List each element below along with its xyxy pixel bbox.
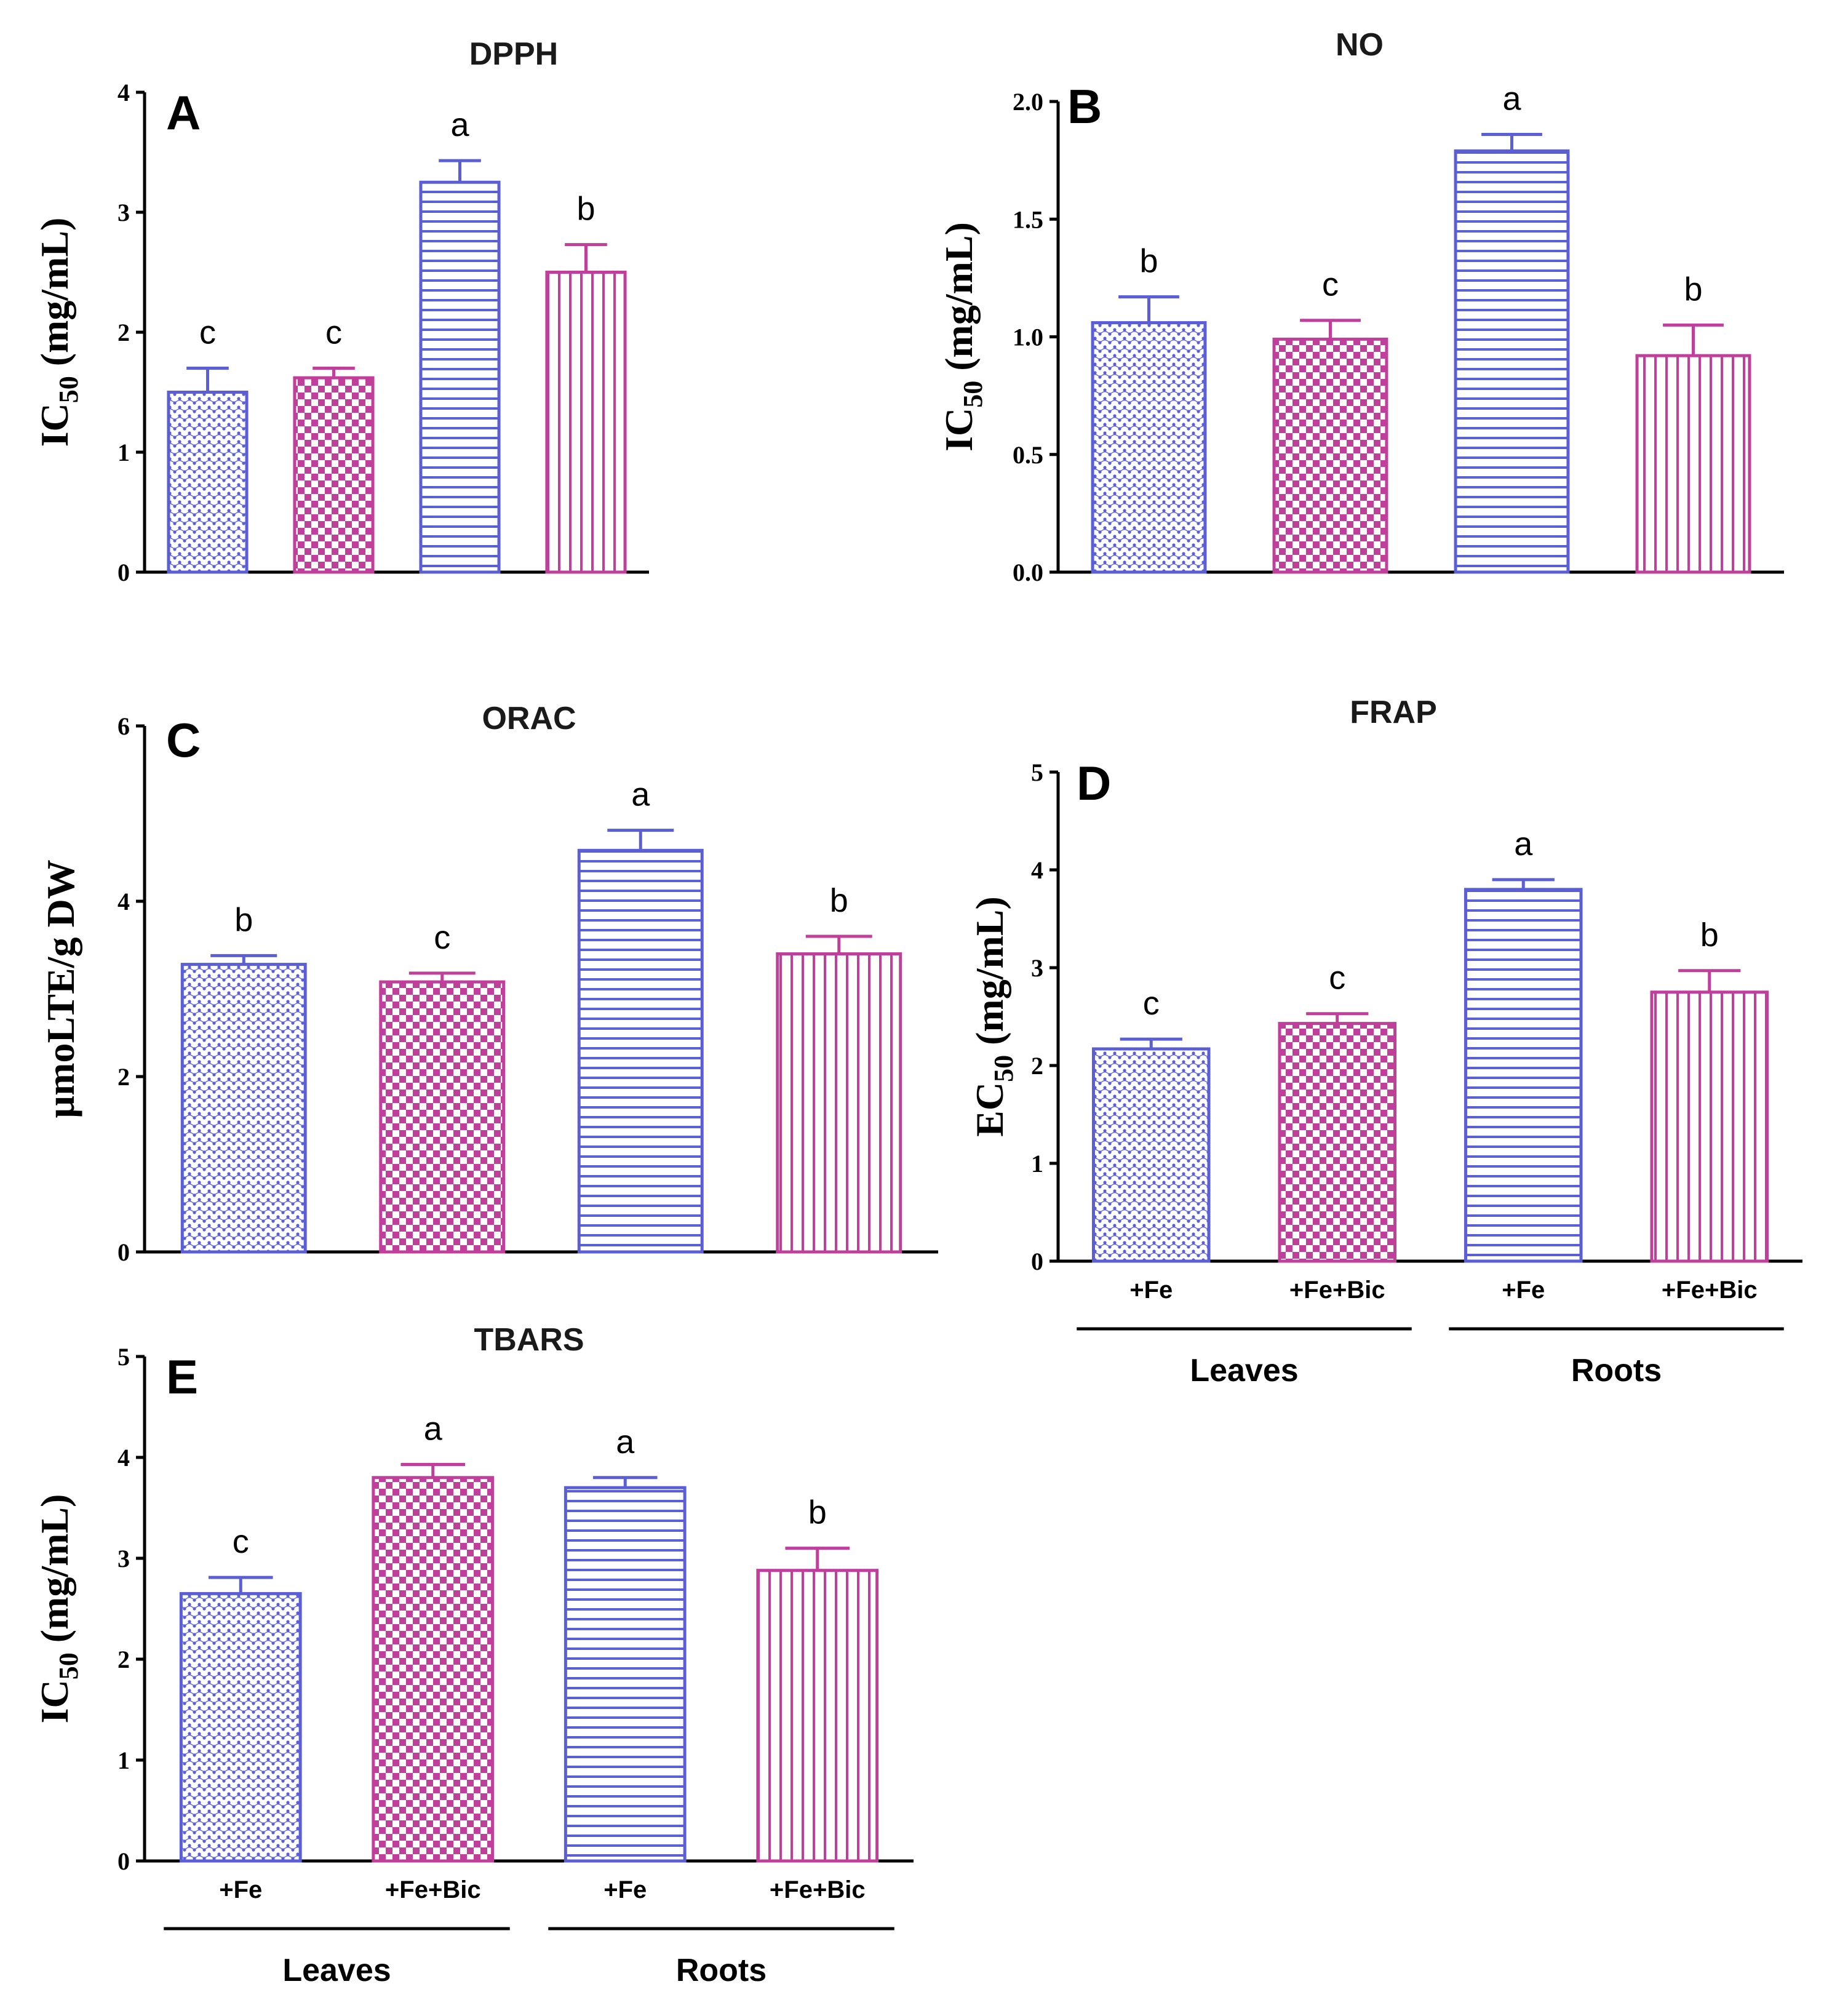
y-axis-label: IC50 (mg/mL)	[33, 1494, 84, 1724]
y-axis-label: IC50 (mg/mL)	[33, 218, 84, 447]
significance-label: b	[830, 882, 848, 919]
y-tick-label: 5	[117, 1343, 130, 1371]
bar-4	[756, 1569, 879, 1863]
significance-label: a	[616, 1424, 635, 1460]
significance-label: a	[1514, 826, 1533, 863]
chart-title: DPPH	[469, 36, 558, 72]
y-tick-label: 5	[1031, 759, 1043, 786]
y-tick-label: 2	[117, 319, 130, 346]
y-tick-label: 6	[117, 712, 130, 740]
bar-3	[419, 180, 501, 574]
x-category-label: +Fe	[1129, 1277, 1173, 1304]
significance-label: c	[1329, 960, 1345, 997]
significance-label: a	[631, 776, 650, 813]
x-category-label: +Fe+Bic	[1289, 1277, 1385, 1304]
significance-label: c	[233, 1523, 249, 1560]
y-tick-label: 1	[117, 1747, 130, 1774]
chart-title: NO	[1336, 27, 1384, 63]
panel-letter: B	[1067, 79, 1102, 133]
y-tick-label: 3	[117, 199, 130, 226]
panel-b: NO B IC50 (mg/mL) 0.0 0.5 1.0 1.5 2.0 b c a b	[937, 27, 1784, 586]
bar-1	[180, 963, 307, 1254]
y-tick-label: 3	[117, 1545, 130, 1572]
y-tick-label: 0	[1031, 1248, 1043, 1275]
y-tick-label: 4	[117, 888, 130, 915]
y-tick-label: 4	[117, 1444, 130, 1472]
y-tick-label: 3	[1031, 954, 1043, 982]
panel-a: DPPH A IC50 (mg/mL) 0 1 2 3 4 c c a b	[33, 36, 649, 586]
bar-2	[372, 1476, 495, 1863]
bar-2	[379, 980, 506, 1254]
bar-3	[1464, 888, 1583, 1263]
x-category-label: +Fe+Bic	[770, 1876, 866, 1903]
y-tick-label: 0	[117, 1238, 130, 1266]
group-label-roots: Roots	[676, 1953, 767, 1988]
significance-label: b	[1684, 271, 1702, 308]
significance-label: b	[1700, 917, 1719, 954]
group-label-leaves: Leaves	[1190, 1353, 1298, 1388]
bar-4	[1650, 990, 1769, 1263]
y-tick-label: 4	[1031, 856, 1043, 884]
significance-label: b	[1139, 242, 1158, 279]
bar-3	[564, 1486, 687, 1863]
bar-4	[545, 271, 627, 574]
bar-1	[1091, 321, 1207, 574]
bar-2	[1272, 337, 1388, 574]
bar-1	[167, 391, 249, 574]
y-axis-label: µmoLTE/g DW	[39, 859, 82, 1118]
x-category-label: +Fe	[219, 1876, 262, 1903]
significance-label: b	[576, 191, 595, 228]
significance-label: a	[1502, 81, 1521, 118]
chart-title: ORAC	[482, 701, 576, 736]
y-tick-label: 0	[117, 559, 130, 586]
significance-label: c	[1143, 985, 1160, 1022]
panel-e: TBARS E IC50 (mg/mL) 0 1 2 3 4 5 c +Fe a +Fe+Bic a +Fe…	[33, 1322, 914, 1988]
y-tick-label: 1	[117, 439, 130, 466]
significance-label: b	[234, 901, 253, 938]
bar-1	[1091, 1047, 1211, 1263]
significance-label: a	[424, 1410, 443, 1447]
y-tick-label: 1.0	[1013, 324, 1043, 351]
y-axis-label: IC50 (mg/mL)	[937, 222, 988, 452]
significance-label: c	[325, 314, 342, 351]
bar-4	[1635, 354, 1751, 574]
y-tick-label: 1	[1031, 1150, 1043, 1177]
significance-label: a	[450, 106, 469, 143]
significance-label: c	[199, 314, 216, 351]
group-label-leaves: Leaves	[282, 1953, 391, 1988]
panel-letter: C	[166, 713, 201, 767]
bar-2	[1278, 1022, 1397, 1263]
y-tick-label: 2	[1031, 1052, 1043, 1080]
significance-label: c	[1322, 266, 1339, 303]
bar-3	[577, 848, 704, 1254]
chart-title: FRAP	[1350, 695, 1437, 730]
group-label-roots: Roots	[1571, 1353, 1662, 1388]
panel-letter: E	[166, 1350, 198, 1404]
panel-letter: A	[166, 86, 201, 140]
significance-label: b	[808, 1494, 827, 1531]
bar-3	[1454, 149, 1570, 574]
panel-d: FRAP D EC50 (mg/mL) 0 1 2 3 4 5 c +Fe c +Fe+Bic a +Fe b…	[968, 695, 1802, 1388]
x-category-label: +Fe	[603, 1876, 647, 1903]
bar-4	[776, 952, 902, 1254]
bar-1	[179, 1592, 302, 1863]
significance-label: c	[434, 919, 450, 956]
y-tick-label: 0.5	[1013, 441, 1043, 469]
bar-2	[293, 376, 375, 574]
chart-title: TBARS	[474, 1322, 584, 1358]
x-category-label: +Fe+Bic	[385, 1876, 481, 1903]
x-category-label: +Fe	[1502, 1277, 1545, 1304]
y-tick-label: 2.0	[1013, 88, 1043, 116]
y-tick-label: 0.0	[1013, 559, 1043, 586]
x-category-label: +Fe+Bic	[1662, 1277, 1758, 1304]
y-axis-label: EC50 (mg/mL)	[968, 896, 1019, 1137]
y-tick-label: 2	[117, 1063, 130, 1091]
panel-letter: D	[1077, 756, 1111, 810]
y-tick-label: 4	[117, 79, 130, 106]
y-tick-label: 2	[117, 1646, 130, 1673]
y-tick-label: 0	[117, 1847, 130, 1875]
y-tick-label: 1.5	[1013, 205, 1043, 233]
